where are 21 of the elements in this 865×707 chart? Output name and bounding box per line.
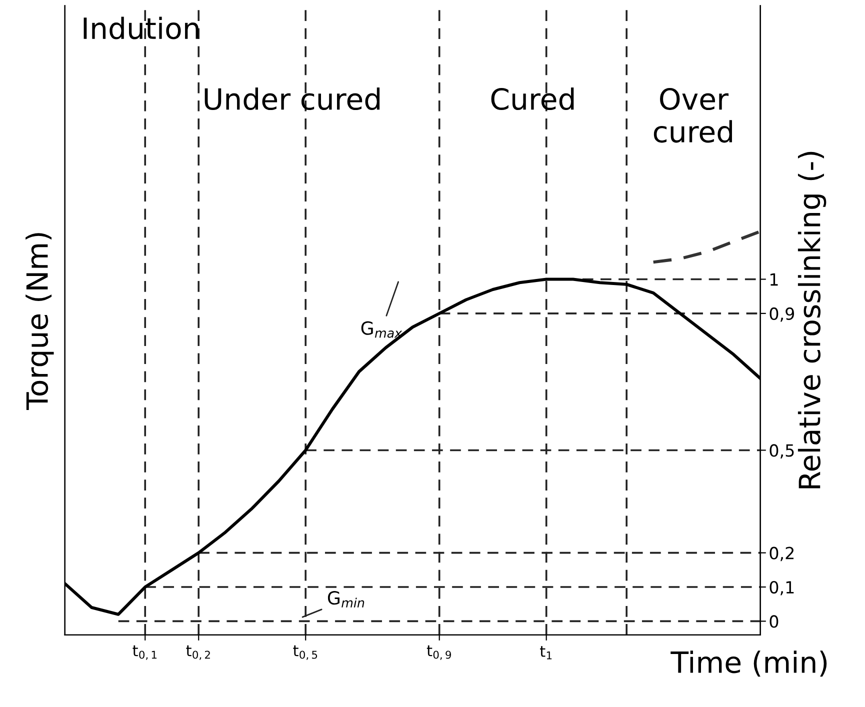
y2-tick-label: 1: [770, 273, 778, 286]
annotation: Indution: [84, 16, 198, 40]
line-series: [652, 230, 760, 264]
x-tick-label: t$_{0,9}$: [426, 645, 451, 660]
x-axis-title: Time (min): [670, 650, 827, 677]
y2-tick-label: 0,1: [770, 580, 794, 596]
y2-tick-label: 0,9: [770, 307, 794, 322]
annotation: Under cured: [204, 87, 380, 110]
y2-tick-label: 0,5: [770, 444, 794, 458]
y2-axis-title: Relative crosslinking (-): [798, 152, 826, 488]
x-tick-label: t$_{0,1}$: [132, 645, 157, 660]
annotation: Cured: [491, 87, 574, 110]
annotation: G$_{max}$: [361, 321, 402, 338]
annotation: G$_{min}$: [328, 591, 364, 608]
y2-tick-label: 0,2: [770, 546, 794, 562]
y-axis-title: Torque (Nm): [26, 233, 54, 410]
y2-tick-label: 0: [770, 615, 778, 628]
annotation: Over cured: [654, 88, 732, 143]
x-tick-label: t$_{0,5}$: [293, 645, 318, 660]
x-tick-label: t$_{0,2}$: [186, 645, 210, 660]
x-tick-label: t$_{1}$: [540, 646, 552, 660]
